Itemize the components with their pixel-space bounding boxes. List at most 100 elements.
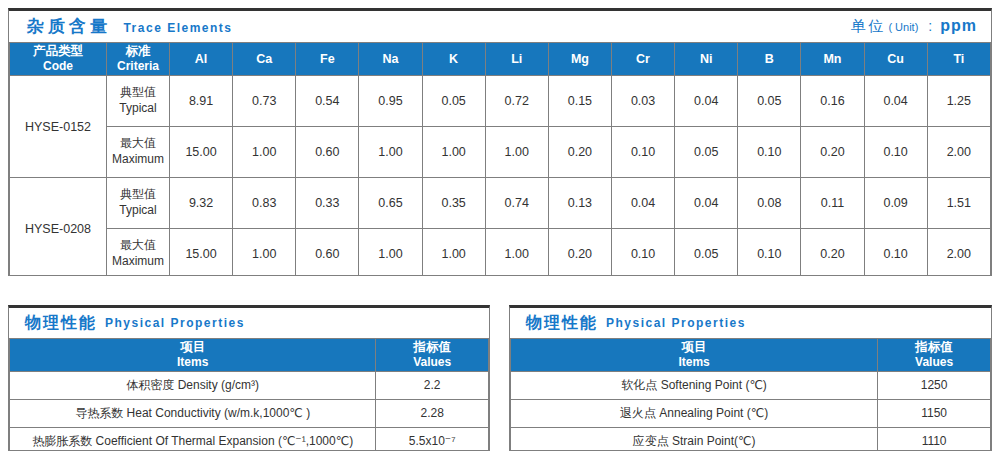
trace-value-cell: 0.83 xyxy=(233,178,296,229)
trace-value-cell: 0.60 xyxy=(296,229,359,277)
col-header-cu: Cu xyxy=(864,43,927,76)
unit-value: ppm xyxy=(940,17,977,35)
trace-value-cell: 9.32 xyxy=(170,178,233,229)
trace-elements-table: 产品类型 Code 标准 Criteria Al Ca Fe Na K Li M… xyxy=(9,42,991,276)
table-row: 体积密度 Density (g/cm³) 2.2 xyxy=(10,371,489,399)
trace-value-cell: 0.11 xyxy=(801,178,864,229)
items-header-zh: 项目 xyxy=(511,339,877,355)
unit-label: 单位 ( Unit) : ppm xyxy=(850,17,977,36)
property-item: 应变点 Strain Point(℃) xyxy=(511,427,878,451)
trace-value-cell: 0.04 xyxy=(864,76,927,127)
trace-value-cell: 1.00 xyxy=(233,127,296,178)
criteria-zh: 典型值 xyxy=(107,85,169,101)
values-header-en: Values xyxy=(878,355,990,371)
table-row: 热膨胀系数 Coefficient Of Thermal Expansion (… xyxy=(10,427,489,451)
trace-header-row: 产品类型 Code 标准 Criteria Al Ca Fe Na K Li M… xyxy=(10,43,991,76)
items-header-en: Items xyxy=(511,355,877,371)
table-row: 最大值 Maximum 15.00 1.00 0.60 1.00 1.00 1.… xyxy=(10,127,991,178)
values-header-zh: 指标值 xyxy=(878,339,990,355)
criteria-en: Maximum xyxy=(107,254,169,270)
trace-value-cell: 0.54 xyxy=(296,76,359,127)
trace-title-en: Trace Elements xyxy=(123,21,232,35)
trace-value-cell: 15.00 xyxy=(170,229,233,277)
trace-value-cell: 0.10 xyxy=(864,127,927,178)
trace-value-cell: 0.20 xyxy=(801,127,864,178)
trace-value-cell: 1.00 xyxy=(485,127,548,178)
unit-zh: 单位 xyxy=(850,17,886,36)
col-header-code-en: Code xyxy=(10,59,106,75)
trace-title-zh: 杂质含量 xyxy=(27,17,111,36)
col-header-criteria-en: Criteria xyxy=(107,59,169,75)
trace-value-cell: 0.10 xyxy=(738,127,801,178)
trace-elements-panel: 杂质含量 Trace Elements 单位 ( Unit) : ppm 产品类… xyxy=(8,8,992,276)
trace-value-cell: 0.04 xyxy=(675,178,738,229)
trace-value-cell: 0.13 xyxy=(548,178,611,229)
trace-value-cell: 0.10 xyxy=(611,229,674,277)
trace-value-cell: 0.04 xyxy=(675,76,738,127)
trace-title: 杂质含量 Trace Elements xyxy=(27,15,233,38)
property-value: 1150 xyxy=(878,399,991,427)
physical-properties-left-table: 项目 Items 指标值 Values 体积密度 Density (g/cm³)… xyxy=(9,338,489,451)
trace-value-cell: 0.20 xyxy=(548,229,611,277)
trace-value-cell: 0.65 xyxy=(359,178,422,229)
phys-left-title-row: 物理性能 Physical Properties xyxy=(9,308,489,338)
table-row: HYSE-0152 典型值 Typical 8.91 0.73 0.54 0.9… xyxy=(10,76,991,127)
items-header-en: Items xyxy=(10,355,375,371)
trace-value-cell: 15.00 xyxy=(170,127,233,178)
items-header-zh: 项目 xyxy=(10,339,375,355)
phys-left-title-zh: 物理性能 xyxy=(25,313,97,334)
trace-value-cell: 0.04 xyxy=(611,178,674,229)
physical-properties-left-panel: 物理性能 Physical Properties 项目 Items 指标值 Va… xyxy=(8,305,490,451)
values-header-zh: 指标值 xyxy=(376,339,488,355)
col-header-ca: Ca xyxy=(233,43,296,76)
page: 杂质含量 Trace Elements 单位 ( Unit) : ppm 产品类… xyxy=(0,0,1000,459)
phys-left-title-en: Physical Properties xyxy=(105,316,245,330)
trace-value-cell: 8.91 xyxy=(170,76,233,127)
col-header-code: 产品类型 Code xyxy=(10,43,107,76)
trace-value-cell: 1.00 xyxy=(422,229,485,277)
table-row: 应变点 Strain Point(℃) 1110 xyxy=(511,427,991,451)
trace-value-cell: 0.05 xyxy=(675,229,738,277)
trace-value-cell: 0.10 xyxy=(738,229,801,277)
product-code: HYSE-0152 xyxy=(10,76,107,178)
property-item: 导热系数 Heat Conductivity (w/m.k,1000℃ ) xyxy=(10,399,376,427)
col-header-values: 指标值 Values xyxy=(376,339,489,372)
col-header-fe: Fe xyxy=(296,43,359,76)
product-code: HYSE-0208 xyxy=(10,178,107,277)
col-header-mg: Mg xyxy=(548,43,611,76)
trace-value-cell: 1.00 xyxy=(233,229,296,277)
values-header-en: Values xyxy=(376,355,488,371)
col-header-code-zh: 产品类型 xyxy=(10,43,106,59)
table-row: 导热系数 Heat Conductivity (w/m.k,1000℃ ) 2.… xyxy=(10,399,489,427)
col-header-items: 项目 Items xyxy=(10,339,376,372)
trace-value-cell: 0.20 xyxy=(801,229,864,277)
criteria-cell: 典型值 Typical xyxy=(107,76,170,127)
trace-value-cell: 0.03 xyxy=(611,76,674,127)
trace-panel-title-row: 杂质含量 Trace Elements 单位 ( Unit) : ppm xyxy=(9,11,991,42)
trace-value-cell: 0.33 xyxy=(296,178,359,229)
criteria-zh: 最大值 xyxy=(107,238,169,254)
col-header-ti: Ti xyxy=(927,43,990,76)
criteria-zh: 典型值 xyxy=(107,187,169,203)
property-item: 热膨胀系数 Coefficient Of Thermal Expansion (… xyxy=(10,427,376,451)
trace-value-cell: 1.00 xyxy=(422,127,485,178)
property-value: 2.2 xyxy=(376,371,489,399)
phys-header-row: 项目 Items 指标值 Values xyxy=(511,339,991,372)
trace-value-cell: 0.05 xyxy=(738,76,801,127)
trace-value-cell: 0.09 xyxy=(864,178,927,229)
trace-value-cell: 0.08 xyxy=(738,178,801,229)
col-header-values: 指标值 Values xyxy=(878,339,991,372)
col-header-ni: Ni xyxy=(675,43,738,76)
phys-header-row: 项目 Items 指标值 Values xyxy=(10,339,489,372)
criteria-zh: 最大值 xyxy=(107,136,169,152)
property-item: 体积密度 Density (g/cm³) xyxy=(10,371,376,399)
trace-value-cell: 1.00 xyxy=(485,229,548,277)
phys-right-title-row: 物理性能 Physical Properties xyxy=(510,308,991,338)
criteria-en: Typical xyxy=(107,203,169,219)
unit-colon: : xyxy=(928,18,932,34)
col-header-mn: Mn xyxy=(801,43,864,76)
physical-properties-right-panel: 物理性能 Physical Properties 项目 Items 指标值 Va… xyxy=(509,305,992,451)
trace-value-cell: 0.20 xyxy=(548,127,611,178)
trace-value-cell: 1.51 xyxy=(927,178,990,229)
phys-right-title-en: Physical Properties xyxy=(606,316,746,330)
